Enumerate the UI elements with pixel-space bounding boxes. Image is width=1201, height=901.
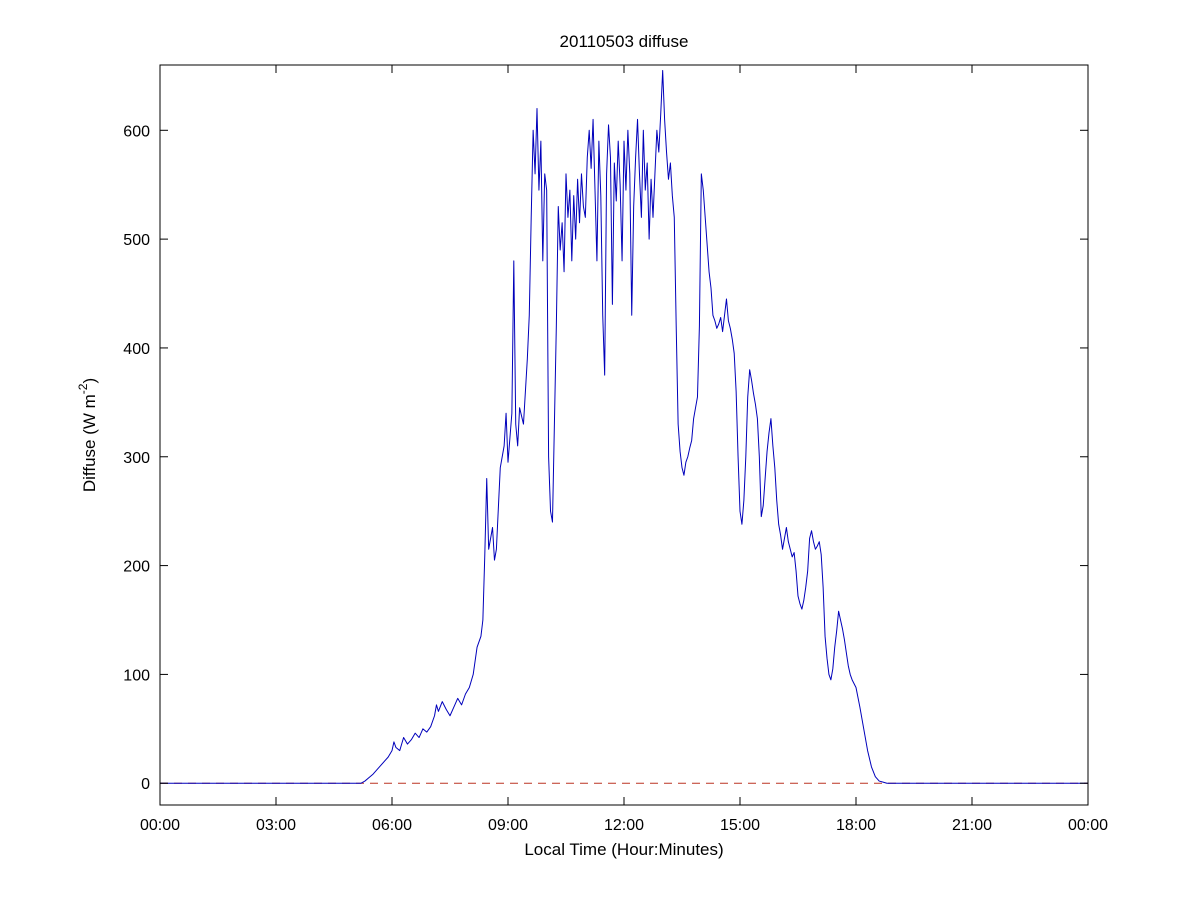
chart-title: 20110503 diffuse bbox=[560, 32, 689, 51]
x-tick-label: 21:00 bbox=[952, 817, 992, 834]
x-tick-label: 09:00 bbox=[488, 817, 528, 834]
y-axis-label-close: ) bbox=[80, 378, 99, 384]
plot-area: 00:00 03:00 06:00 09:00 12:00 15:00 18:00 21:00… bbox=[123, 64, 1108, 834]
y-axis-label-main: Diffuse (W m bbox=[80, 394, 99, 492]
x-axis-label: Local Time (Hour:Minutes) bbox=[524, 840, 723, 859]
y-tick-label: 100 bbox=[123, 667, 150, 684]
x-tick-label: 06:00 bbox=[372, 817, 412, 834]
y-tick-label: 500 bbox=[123, 232, 150, 249]
y-tick-label: 0 bbox=[141, 776, 150, 793]
x-tick-label: 03:00 bbox=[256, 817, 296, 834]
x-tick-label: 15:00 bbox=[720, 817, 760, 834]
x-tick-label: 18:00 bbox=[836, 817, 876, 834]
y-tick-label: 300 bbox=[123, 450, 150, 467]
y-tick-label: 600 bbox=[123, 123, 150, 140]
x-tick-label: 00:00 bbox=[1068, 817, 1108, 834]
y-tick-label: 200 bbox=[123, 559, 150, 576]
y-axis-label-superscript: -2 bbox=[76, 383, 90, 394]
x-tick-label: 00:00 bbox=[140, 817, 180, 834]
x-tick-label: 12:00 bbox=[604, 817, 644, 834]
y-axis-label: Diffuse (W m-2) bbox=[76, 378, 99, 492]
diffuse-series-line bbox=[159, 69, 1089, 784]
y-tick-label: 400 bbox=[123, 341, 150, 358]
